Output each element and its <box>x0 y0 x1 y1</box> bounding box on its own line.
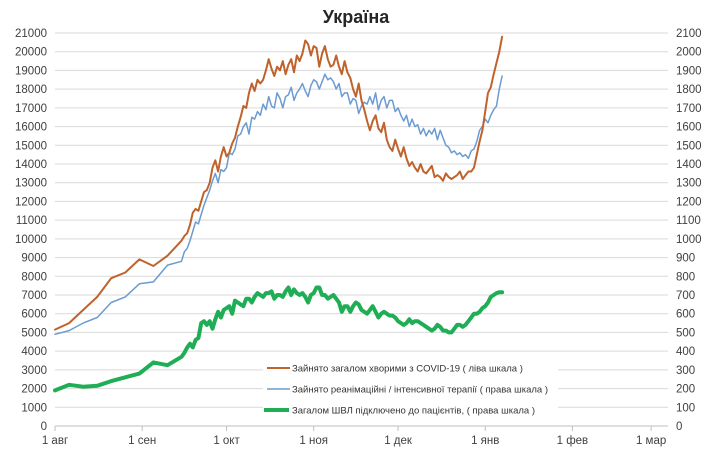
right-y-tick-label: 300 <box>676 365 695 377</box>
left-y-tick-label: 16000 <box>15 122 47 134</box>
left-y-tick-label: 5000 <box>21 327 47 339</box>
right-y-tick-label: 1000 <box>676 234 702 246</box>
left-y-tick-label: 4000 <box>21 346 47 358</box>
left-y-tick-label: 8000 <box>21 271 47 283</box>
x-tick-label: 1 ноя <box>299 435 328 447</box>
left-y-tick-label: 7000 <box>21 290 47 302</box>
left-y-tick-label: 20000 <box>15 47 47 59</box>
right-y-tick-label: 1600 <box>676 122 702 134</box>
x-tick-label: 1 сен <box>128 435 156 447</box>
left-y-tick-label: 15000 <box>15 140 47 152</box>
right-y-tick-label: 200 <box>676 384 695 396</box>
right-y-tick-label: 1500 <box>676 140 702 152</box>
x-tick-label: 1 дек <box>384 435 413 447</box>
series-line-icu <box>54 73 503 336</box>
x-axis-ticks: 1 авг 1 сен 1 окт 1 ноя 1 дек 1 янв 1 фев 1 мар <box>42 426 666 447</box>
left-y-tick-label: 0 <box>41 421 47 433</box>
left-y-tick-label: 9000 <box>21 253 47 265</box>
series-line-hospitalized <box>54 35 504 331</box>
left-y-tick-label: 21000 <box>15 28 47 40</box>
right-y-tick-label: 400 <box>676 346 695 358</box>
left-y-tick-label: 19000 <box>15 65 47 77</box>
left-y-tick-label: 2000 <box>21 384 47 396</box>
left-y-tick-label: 10000 <box>15 234 47 246</box>
right-y-tick-label: 1200 <box>676 196 702 208</box>
right-y-tick-label: 1700 <box>676 103 702 115</box>
gridlines <box>55 32 668 408</box>
left-y-tick-label: 14000 <box>15 159 47 171</box>
right-y-tick-label: 800 <box>676 271 695 283</box>
right-y-tick-label: 500 <box>676 327 695 339</box>
x-tick-label: 1 мар <box>636 435 666 447</box>
right-y-tick-label: 700 <box>676 290 695 302</box>
right-y-tick-label: 1800 <box>676 84 702 96</box>
left-y-tick-label: 17000 <box>15 103 47 115</box>
legend: Зайнято загалом хворими з COVID-19 ( лів… <box>263 352 558 422</box>
left-y-tick-label: 6000 <box>21 309 47 321</box>
left-y-tick-label: 3000 <box>21 365 47 377</box>
right-y-tick-label: 900 <box>676 253 695 265</box>
left-y-tick-label: 18000 <box>15 84 47 96</box>
legend-label-hospitalized: Зайнято загалом хворими з COVID-19 ( лів… <box>292 364 523 375</box>
right-y-tick-label: 100 <box>676 402 695 414</box>
legend-item-icu: Зайнято реанімаційні / інтенсивної терап… <box>267 385 548 396</box>
chart-title: Україна <box>323 7 390 27</box>
series-lines <box>53 35 505 393</box>
right-y-tick-label: 2000 <box>676 47 702 59</box>
left-y-tick-label: 1000 <box>21 402 47 414</box>
right-y-tick-label: 0 <box>676 421 682 433</box>
right-y-axis-ticks: 0 100 200 300 400 500 600 700 800 900 1000 1100 1200… <box>676 28 702 433</box>
series-line-ventilator <box>53 285 505 393</box>
legend-background <box>263 352 558 422</box>
right-y-tick-label: 2100 <box>676 28 702 40</box>
legend-label-icu: Зайнято реанімаційні / інтенсивної терап… <box>292 385 548 396</box>
left-y-tick-label: 13000 <box>15 178 47 190</box>
x-tick-label: 1 окт <box>213 435 240 447</box>
legend-item-ventilator: Загалом ШВЛ підключено до пацієнтів, ( п… <box>264 406 535 417</box>
legend-label-ventilator: Загалом ШВЛ підключено до пацієнтів, ( п… <box>292 406 535 417</box>
right-y-tick-label: 600 <box>676 309 695 321</box>
legend-item-hospitalized: Зайнято загалом хворими з COVID-19 ( лів… <box>267 364 523 375</box>
x-tick-label: 1 янв <box>471 435 499 447</box>
right-y-tick-label: 1400 <box>676 159 702 171</box>
left-y-axis-ticks: 0 1000 2000 3000 4000 5000 6000 7000 8000 9000 100… <box>15 28 47 433</box>
right-y-tick-label: 1900 <box>676 65 702 77</box>
x-tick-label: 1 авг <box>42 435 68 447</box>
right-y-tick-label: 1100 <box>676 215 701 227</box>
x-tick-label: 1 фев <box>557 435 589 447</box>
left-y-tick-label: 12000 <box>15 196 47 208</box>
right-y-tick-label: 1300 <box>676 178 702 190</box>
left-y-tick-label: 11000 <box>16 215 47 227</box>
